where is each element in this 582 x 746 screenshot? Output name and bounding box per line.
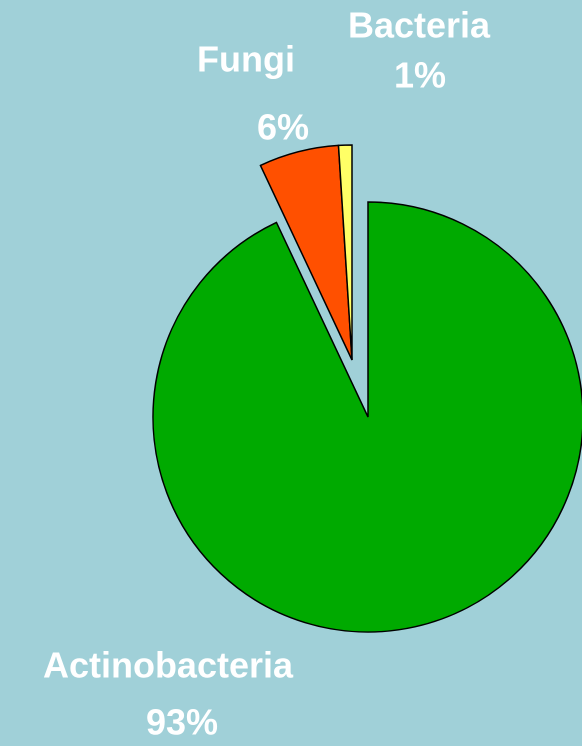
pie-slice xyxy=(337,144,353,361)
slice-value-label: 93% xyxy=(146,702,218,743)
pie-slice xyxy=(152,201,582,633)
slice-label: Actinobacteria xyxy=(43,645,294,686)
slice-value-label: 1% xyxy=(394,55,446,96)
slice-label: Fungi xyxy=(197,39,295,80)
slice-label: Bacteria xyxy=(348,5,491,46)
slice-value-label: 6% xyxy=(257,107,309,148)
